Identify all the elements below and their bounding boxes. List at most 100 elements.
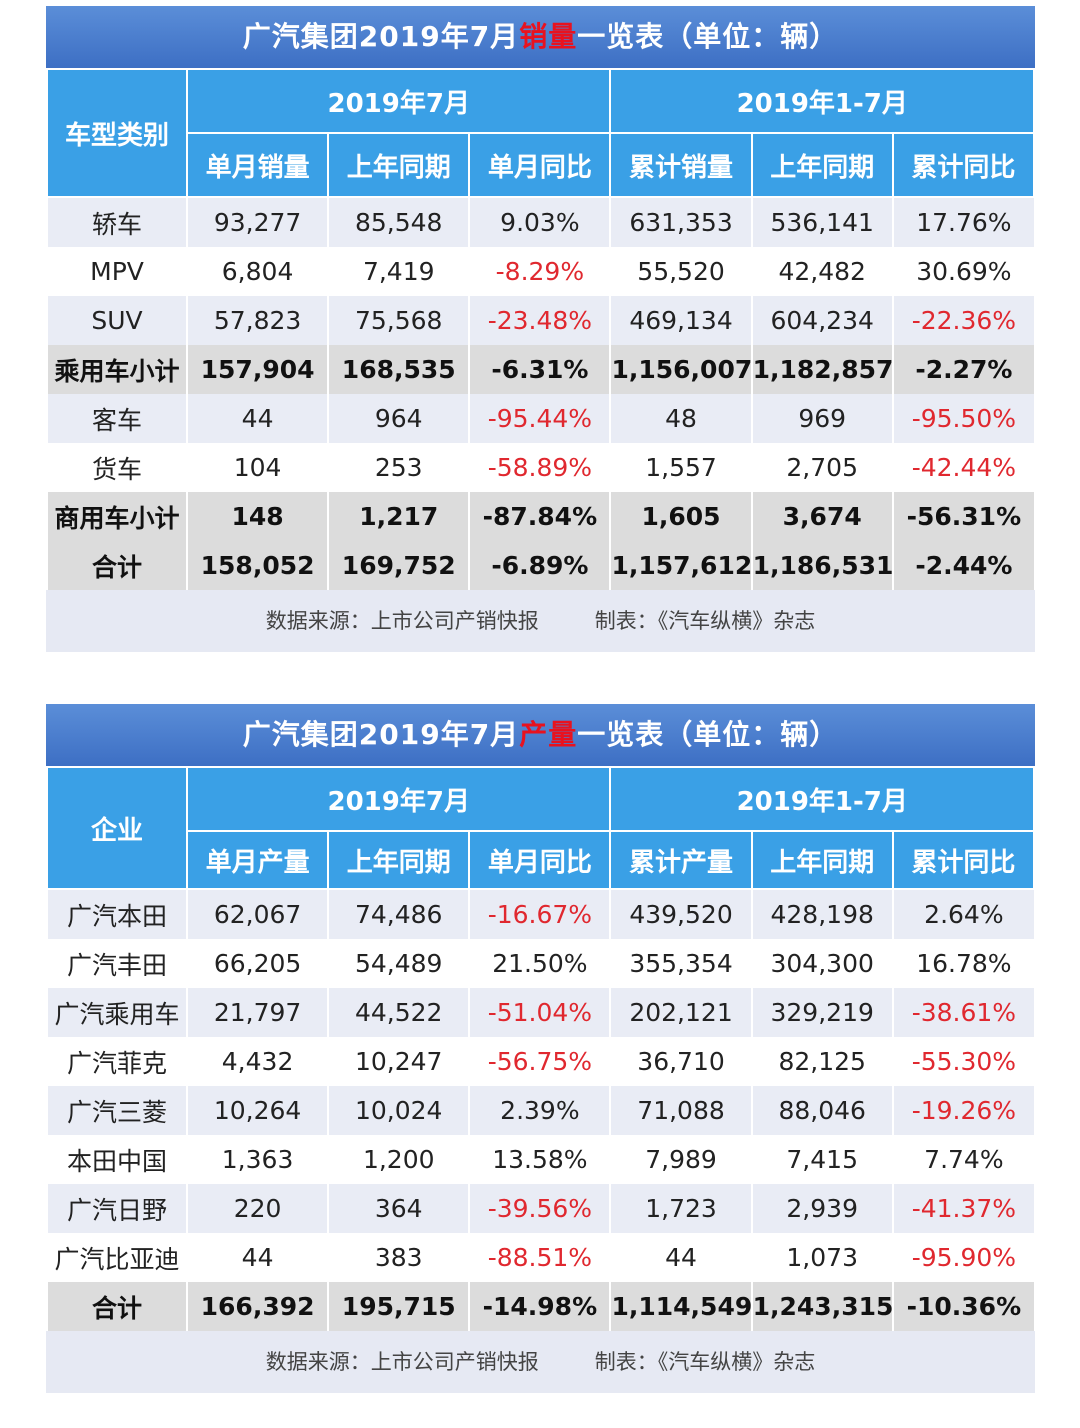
table-cell: -88.51%: [468, 1233, 611, 1282]
table-cell: 85,548: [327, 197, 470, 247]
title-text: 广汽集团2019年7月: [242, 20, 520, 53]
table-row: SUV 57,823 75,568 -23.48% 469,134 604,234 -22.…: [46, 296, 1034, 345]
table-row: 客车 44 964 -95.44% 48 969 -95.50%: [46, 394, 1034, 443]
sales-table-footer: 数据来源：上市公司产销快报 制表：《汽车纵横》杂志: [46, 590, 1035, 652]
table-cell: 44: [185, 1233, 329, 1282]
table-cell: 1,605: [609, 492, 752, 541]
table-cell: 10,264: [185, 1086, 329, 1135]
table-row: 广汽日野 220 364 -39.56% 1,723 2,939 -41.37%: [46, 1184, 1034, 1233]
table-cell: 168,535: [327, 345, 470, 394]
table-cell: 1,073: [750, 1233, 893, 1282]
row-label-cell: 广汽丰田: [46, 939, 187, 988]
table-cell: 1,557: [609, 443, 752, 492]
table-cell: 1,200: [327, 1135, 470, 1184]
table-cell: 1,182,857: [750, 345, 893, 394]
table-maker-note: 制表：《汽车纵横》杂志: [594, 609, 816, 633]
table-cell: 3,674: [750, 492, 893, 541]
table-cell: 1,363: [185, 1135, 329, 1184]
subheader-cell: 累计同比: [891, 132, 1036, 198]
table-cell: 202,121: [609, 988, 752, 1037]
table-cell: 75,568: [327, 296, 470, 345]
table-cell: 93,277: [185, 197, 329, 247]
table-cell: -55.30%: [891, 1037, 1034, 1086]
sales-table-panel: 广汽集团2019年7月销量一览表（单位：辆） 车型类别 2019年7月 2019…: [46, 6, 1036, 652]
title-highlight: 销量: [519, 20, 578, 53]
sales-table: 车型类别 2019年7月 2019年1-7月 单月销量 上年同期 单月同比 累计销量上…: [46, 68, 1036, 590]
title-text-suffix: 一览表（单位：辆）: [577, 718, 839, 751]
table-cell: 71,088: [609, 1086, 752, 1135]
table-cell: 631,353: [609, 197, 752, 247]
table-cell: 969: [750, 394, 893, 443]
table-cell: -2.44%: [891, 541, 1034, 590]
row-label-cell: 轿车: [46, 197, 187, 247]
table-cell: 44: [185, 394, 329, 443]
subtotal-row: 商用车小计 148 1,217 -87.84% 1,605 3,674 -56.31%: [46, 492, 1034, 541]
subtotal-row: 乘用车小计 157,904 168,535 -6.31% 1,156,007 1,182,…: [46, 345, 1034, 394]
table-cell: -14.98%: [468, 1282, 611, 1331]
group-header-month: 2019年7月: [185, 766, 612, 832]
subtotal-row: 合计 166,392 195,715 -14.98% 1,114,549 1,243,31…: [46, 1282, 1034, 1331]
table-cell: 104: [185, 443, 329, 492]
table-cell: 1,156,007: [609, 345, 752, 394]
table-cell: 21,797: [185, 988, 329, 1037]
table-cell: -87.84%: [468, 492, 611, 541]
row-label-cell: 合计: [46, 1282, 187, 1331]
table-cell: -58.89%: [468, 443, 611, 492]
table-cell: 54,489: [327, 939, 470, 988]
table-row: 广汽菲克 4,432 10,247 -56.75% 36,710 82,125 -55.30…: [46, 1037, 1034, 1086]
table-cell: -10.36%: [891, 1282, 1034, 1331]
subheader-cell: 上年同期: [750, 132, 894, 198]
table-cell: 964: [327, 394, 470, 443]
table-row: 本田中国 1,363 1,200 13.58% 7,989 7,415 7.74%: [46, 1135, 1034, 1184]
subheader-cell: 单月销量: [185, 132, 330, 198]
title-highlight: 产量: [519, 718, 578, 751]
table-cell: 355,354: [609, 939, 752, 988]
table-cell: -95.50%: [891, 394, 1034, 443]
production-table: 企业 2019年7月 2019年1-7月 单月产量 上年同期 单月同比 累计产量 上年同…: [46, 766, 1036, 1331]
group-header-ytd: 2019年1-7月: [609, 766, 1035, 832]
table-cell: 304,300: [750, 939, 893, 988]
table-maker-note: 制表：《汽车纵横》杂志: [594, 1350, 816, 1374]
table-row: 广汽丰田 66,205 54,489 21.50% 355,354 304,300 16.7…: [46, 939, 1034, 988]
table-cell: 166,392: [185, 1282, 329, 1331]
table-cell: -41.37%: [891, 1184, 1034, 1233]
row-label-cell: 广汽比亚迪: [46, 1233, 187, 1282]
subheader-cell: 单月同比: [468, 830, 612, 890]
table-cell: 428,198: [750, 889, 893, 939]
table-cell: 604,234: [750, 296, 893, 345]
category-header: 车型类别: [46, 68, 188, 198]
row-label-cell: 广汽乘用车: [46, 988, 187, 1037]
table-cell: -22.36%: [891, 296, 1034, 345]
table-cell: 469,134: [609, 296, 752, 345]
table-row: 广汽比亚迪 44 383 -88.51% 44 1,073 -95.90%: [46, 1233, 1034, 1282]
table-cell: 9.03%: [468, 197, 611, 247]
table-cell: 44: [609, 1233, 752, 1282]
table-cell: 74,486: [327, 889, 470, 939]
row-label-cell: 乘用车小计: [46, 345, 187, 394]
table-cell: 253: [327, 443, 470, 492]
table-cell: 439,520: [609, 889, 752, 939]
table-cell: -6.89%: [468, 541, 611, 590]
title-text-suffix: 一览表（单位：辆）: [577, 20, 839, 53]
table-cell: 329,219: [750, 988, 893, 1037]
group-header-month: 2019年7月: [185, 68, 612, 134]
table-cell: -6.31%: [468, 345, 611, 394]
table-cell: -95.44%: [468, 394, 611, 443]
table-cell: 2.64%: [891, 889, 1034, 939]
table-cell: 44,522: [327, 988, 470, 1037]
row-label-cell: 广汽本田: [46, 889, 187, 939]
table-cell: 169,752: [327, 541, 470, 590]
table-cell: 1,243,315: [750, 1282, 893, 1331]
data-source-note: 数据来源：上市公司产销快报: [265, 1350, 539, 1374]
table-cell: 2.39%: [468, 1086, 611, 1135]
table-cell: 13.58%: [468, 1135, 611, 1184]
subheader-cell: 上年同期: [327, 830, 471, 890]
table-cell: 158,052: [185, 541, 329, 590]
data-source-note: 数据来源：上市公司产销快报: [265, 609, 539, 633]
table-cell: 7,415: [750, 1135, 893, 1184]
production-table-footer: 数据来源：上市公司产销快报 制表：《汽车纵横》杂志: [46, 1331, 1035, 1393]
table-cell: -38.61%: [891, 988, 1034, 1037]
table-cell: 1,114,549: [609, 1282, 752, 1331]
subheader-cell: 上年同期: [327, 132, 471, 198]
table-cell: 2,939: [750, 1184, 893, 1233]
